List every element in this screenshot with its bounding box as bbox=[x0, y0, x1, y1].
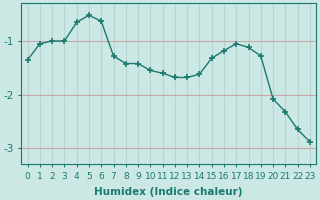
X-axis label: Humidex (Indice chaleur): Humidex (Indice chaleur) bbox=[94, 187, 243, 197]
